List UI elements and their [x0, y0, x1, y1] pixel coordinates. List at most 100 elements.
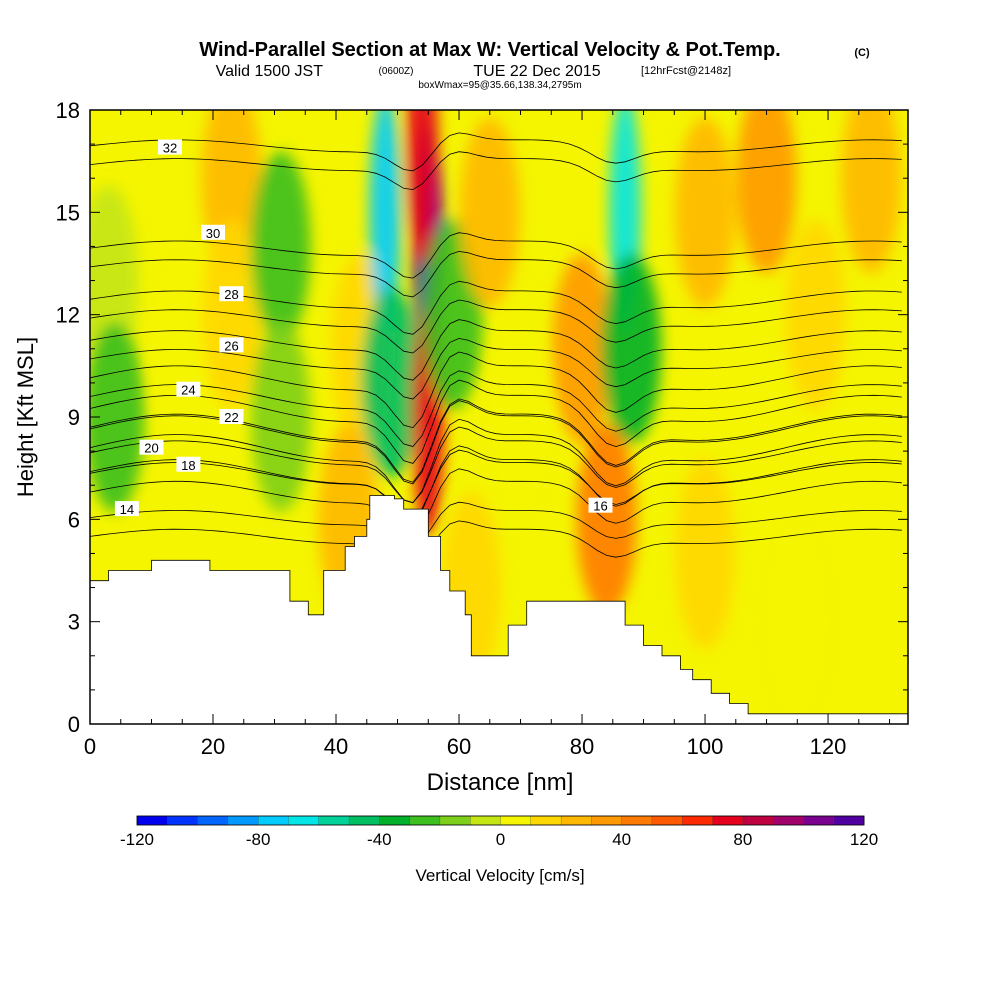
contour-label-bg-18 [176, 456, 201, 472]
colorbar-tick-120: 120 [850, 830, 878, 849]
velocity-cell-20 [675, 117, 736, 308]
colorbar-label: Vertical Velocity [cm/s] [415, 866, 584, 885]
theta-contour-22-b [90, 379, 902, 464]
valid-prefix: Valid 1500 JST [216, 63, 324, 80]
contour-label-24: 24 [181, 383, 195, 398]
colorbar-swatch-15 [591, 815, 623, 826]
theta-contour-14-b [90, 501, 902, 549]
velocity-cell-4 [201, 219, 262, 410]
colorbar-tick--40: -40 [367, 830, 392, 849]
contour-label-bg-30 [201, 224, 226, 240]
terrain-mask [90, 495, 908, 724]
contour-label-18: 18 [181, 458, 195, 473]
contour-label-bg-16 [588, 497, 613, 513]
y-tick-label-9: 9 [68, 405, 80, 430]
theta-contour-30 [90, 250, 902, 298]
theta-contour-30-b [90, 232, 902, 279]
colorbar-swatch-1 [167, 815, 199, 826]
theta-contour-18 [90, 445, 902, 522]
colorbar-swatch-9 [409, 815, 441, 826]
colorbar-tick-0: 0 [496, 830, 505, 849]
velocity-cell-23 [841, 110, 902, 274]
valid-date: TUE 22 Dec 2015 [473, 63, 600, 80]
contour-label-bg-20 [139, 439, 164, 455]
y-tick-label-15: 15 [56, 200, 80, 225]
contour-labels: 14 16 18 20 22 24 26 28 30 32 [114, 139, 613, 517]
velocity-cell-21 [736, 110, 797, 274]
x-tick-label-100: 100 [687, 734, 724, 759]
theta-contour-32 [90, 151, 902, 191]
contour-label-14: 14 [120, 502, 134, 517]
colorbar-tick-80: 80 [733, 830, 752, 849]
colorbar-swatch-22 [803, 815, 835, 826]
theta-contour-26 [90, 337, 902, 400]
colorbar-swatch-20 [742, 815, 774, 826]
colorbar-swatch-13 [530, 815, 562, 826]
x-tick-label-80: 80 [570, 734, 594, 759]
x-tick-label-0: 0 [84, 734, 96, 759]
velocity-cell-8 [369, 110, 402, 333]
y-tick-label-6: 6 [68, 507, 80, 532]
contour-label-bg-28 [219, 286, 244, 302]
contour-label-22: 22 [224, 410, 238, 425]
colorbar-swatch-0 [136, 815, 168, 826]
velocity-cell-15 [490, 322, 551, 512]
theta-contour-20 [90, 418, 902, 504]
y-axis-label: Height [Kft MSL] [13, 337, 38, 497]
velocity-cell-0 [90, 185, 139, 376]
contour-label-30: 30 [206, 226, 220, 241]
theta-contour-26-b [90, 319, 902, 381]
contour-label-bg-24 [176, 381, 201, 397]
velocity-cell-22 [785, 219, 846, 410]
colorbar-swatch-11 [470, 815, 501, 826]
contour-label-28: 28 [224, 287, 238, 302]
velocity-cell-16 [552, 253, 613, 444]
colorbar-swatch-16 [621, 815, 653, 826]
contour-label-bg-26 [219, 337, 244, 353]
contour-label-16: 16 [593, 499, 607, 514]
colorbar-swatch-18 [682, 815, 713, 826]
valid-zulu: (0600Z) [378, 66, 413, 77]
terrain [90, 495, 908, 724]
velocity-cell-18 [601, 253, 662, 444]
velocity-cell-5 [250, 151, 311, 342]
theta-contour-14 [90, 520, 902, 567]
colorbar-swatch-21 [772, 815, 804, 826]
contour-label-26: 26 [224, 338, 238, 353]
x-tick-label-60: 60 [447, 734, 471, 759]
y-tick-label-12: 12 [56, 303, 80, 328]
x-axis-label: Distance [nm] [427, 769, 574, 796]
theta-contour-24 [90, 370, 902, 447]
x-tick-label-20: 20 [201, 734, 225, 759]
y-tick-label-0: 0 [68, 712, 80, 737]
theta-contour-16-b [90, 449, 902, 519]
chart-title: Wind-Parallel Section at Max W: Vertical… [199, 39, 780, 61]
velocity-cell-14 [459, 117, 520, 308]
colorbar-swatch-4 [258, 815, 289, 826]
colorbar-swatch-7 [348, 815, 380, 826]
colorbar-swatch-12 [500, 815, 532, 826]
contour-label-bg-22 [219, 409, 244, 424]
theta-contour-18-b [90, 426, 902, 504]
velocity-cell-24 [675, 458, 736, 649]
colorbar-swatch-3 [227, 815, 259, 826]
contour-label-32: 32 [163, 141, 177, 156]
x-tick-label-120: 120 [810, 734, 847, 759]
theta-contour-24-b [90, 351, 902, 429]
theta-contour-32-b [90, 132, 902, 172]
colorbar-swatch-8 [379, 815, 411, 826]
valid-forecast: [12hrFcst@2148z] [641, 65, 731, 77]
colorbar-frame [136, 815, 865, 826]
colorbar-tick-40: 40 [612, 830, 631, 849]
contour-label-bg-14 [114, 501, 139, 517]
colorbar-tick--120: -120 [120, 830, 154, 849]
colorbar-swatch-2 [197, 815, 229, 826]
contour-label-20: 20 [144, 441, 158, 456]
colorbar-swatch-5 [288, 815, 320, 826]
velocity-cell-25 [767, 526, 828, 717]
theta-contour-16 [90, 468, 902, 538]
colorbar-swatch-19 [712, 815, 744, 826]
colorbar-tick--80: -80 [246, 830, 271, 849]
contour-label-bg-32 [157, 139, 182, 155]
